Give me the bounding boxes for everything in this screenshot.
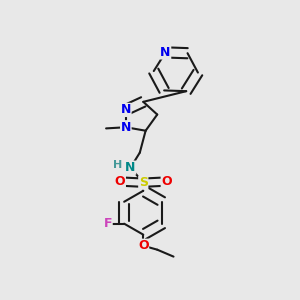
Text: N: N: [121, 121, 131, 134]
Text: O: O: [115, 175, 125, 188]
Text: F: F: [103, 217, 112, 230]
Text: S: S: [139, 176, 148, 189]
Text: N: N: [125, 161, 136, 174]
Text: O: O: [138, 239, 148, 252]
Text: O: O: [161, 175, 172, 188]
Text: N: N: [121, 103, 131, 116]
Text: H: H: [113, 160, 122, 170]
Text: N: N: [160, 46, 171, 59]
